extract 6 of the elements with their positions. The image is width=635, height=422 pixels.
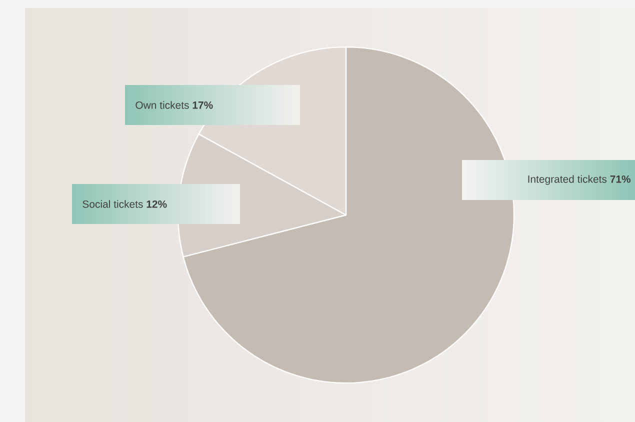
slice-label: Integrated tickets xyxy=(528,175,607,185)
data-label: 12% xyxy=(146,200,167,208)
slice-label: Social tickets xyxy=(82,200,143,208)
data-label: 71% xyxy=(610,175,631,183)
data-label: 17% xyxy=(192,101,213,109)
slice-label: Own tickets xyxy=(136,101,189,109)
